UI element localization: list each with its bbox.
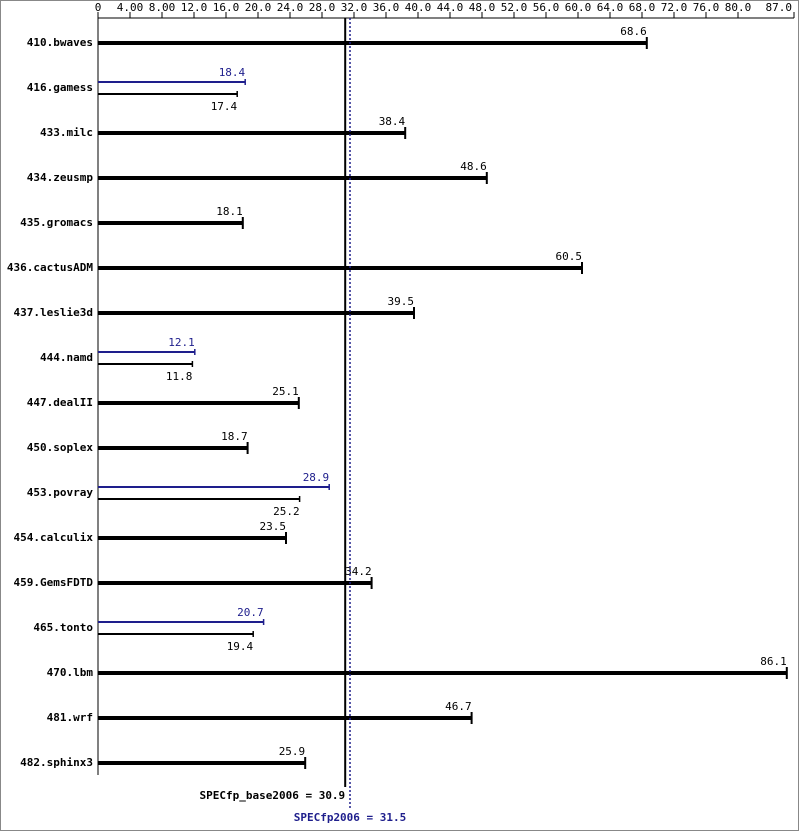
value-label: 34.2 [345,565,372,578]
x-tick-label: 60.0 [565,1,592,14]
value-label: 25.1 [272,385,299,398]
x-tick-label: 56.0 [533,1,560,14]
x-tick-label: 64.0 [597,1,624,14]
value-label: 18.4 [219,66,246,79]
value-label: 38.4 [379,115,406,128]
category-label: 410.bwaves [27,36,93,49]
reference-label: SPECfp2006 = 31.5 [294,811,407,824]
category-label: 454.calculix [14,531,94,544]
value-label: 25.9 [279,745,306,758]
value-label: 39.5 [388,295,415,308]
category-label: 433.milc [40,126,93,139]
category-label: 434.zeusmp [27,171,94,184]
x-tick-label: 0 [95,1,102,14]
x-tick-label: 87.0 [766,1,793,14]
x-tick-label: 28.0 [309,1,336,14]
category-label: 437.leslie3d [14,306,93,319]
x-tick-label: 44.0 [437,1,464,14]
value-label: 46.7 [445,700,472,713]
category-label: 436.cactusADM [7,261,93,274]
x-tick-label: 76.0 [693,1,720,14]
value-label: 86.1 [760,655,787,668]
x-tick-label: 80.0 [725,1,752,14]
x-tick-label: 16.0 [213,1,240,14]
category-label: 470.lbm [47,666,94,679]
x-tick-label: 20.0 [245,1,272,14]
x-tick-label: 12.0 [181,1,208,14]
x-tick-label: 4.00 [117,1,144,14]
reference-label: SPECfp_base2006 = 30.9 [199,789,345,802]
category-label: 435.gromacs [20,216,93,229]
x-tick-label: 68.0 [629,1,656,14]
x-tick-label: 36.0 [373,1,400,14]
value-label: 17.4 [211,100,238,113]
category-label: 453.povray [27,486,94,499]
value-label: 11.8 [166,370,193,383]
value-label: 48.6 [460,160,487,173]
value-label: 20.7 [237,606,264,619]
value-label: 12.1 [168,336,195,349]
category-label: 447.dealII [27,396,93,409]
category-label: 481.wrf [47,711,93,724]
value-label: 28.9 [303,471,330,484]
category-label: 450.soplex [27,441,94,454]
x-tick-label: 72.0 [661,1,688,14]
value-label: 60.5 [556,250,583,263]
value-label: 18.1 [216,205,243,218]
category-label: 482.sphinx3 [20,756,93,769]
x-tick-label: 32.0 [341,1,368,14]
value-label: 23.5 [260,520,287,533]
x-tick-label: 8.00 [149,1,176,14]
value-label: 68.6 [620,25,647,38]
category-label: 465.tonto [33,621,93,634]
x-tick-label: 40.0 [405,1,432,14]
x-tick-label: 48.0 [469,1,496,14]
x-tick-label: 24.0 [277,1,304,14]
x-tick-label: 52.0 [501,1,528,14]
category-label: 444.namd [40,351,93,364]
value-label: 19.4 [227,640,254,653]
category-label: 459.GemsFDTD [14,576,94,589]
category-label: 416.gamess [27,81,93,94]
value-label: 18.7 [221,430,248,443]
value-label: 25.2 [273,505,300,518]
